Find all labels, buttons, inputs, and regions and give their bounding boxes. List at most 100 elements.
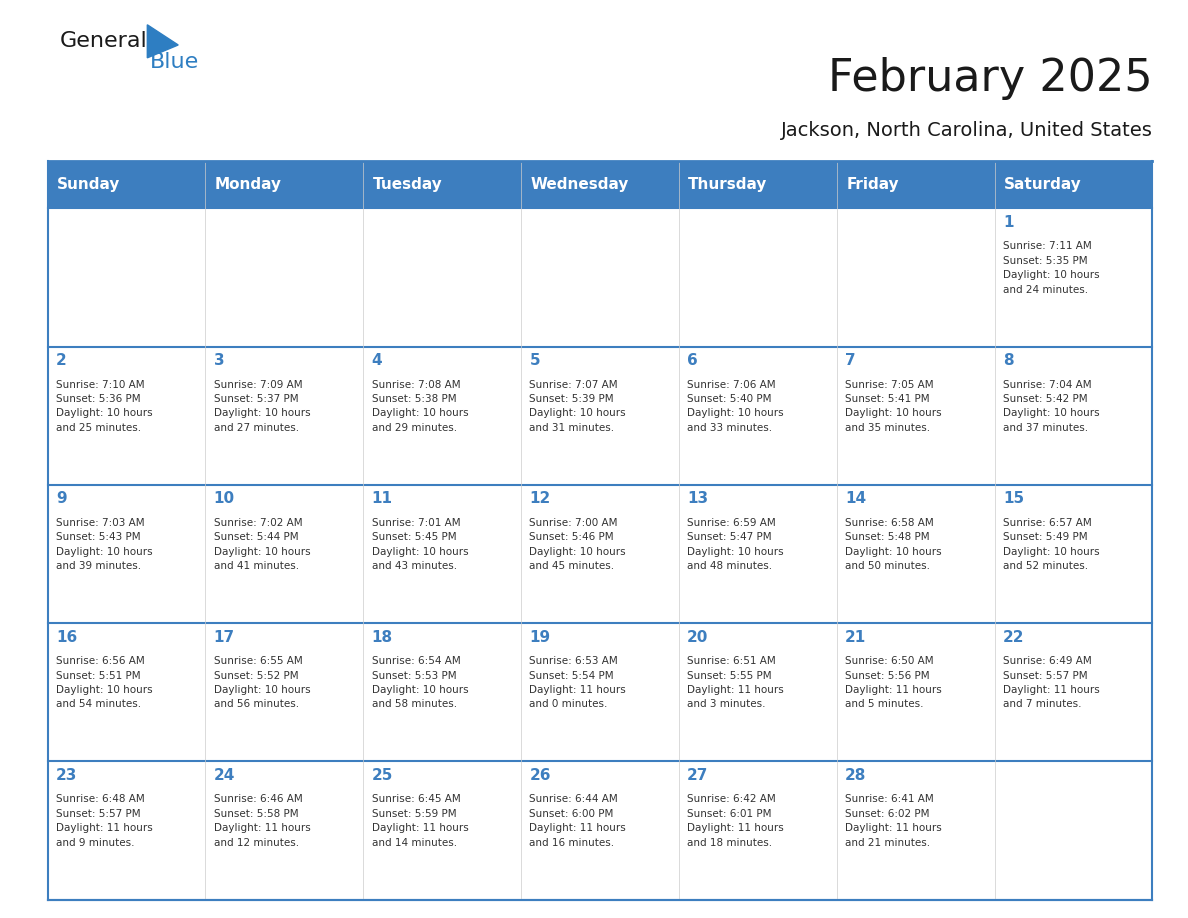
Text: 13: 13 — [687, 491, 708, 507]
Bar — [522, 761, 678, 900]
Text: 27: 27 — [687, 767, 708, 783]
Text: Sunrise: 6:54 AM
Sunset: 5:53 PM
Daylight: 10 hours
and 58 minutes.: Sunrise: 6:54 AM Sunset: 5:53 PM Dayligh… — [372, 656, 468, 710]
Text: Sunrise: 7:01 AM
Sunset: 5:45 PM
Daylight: 10 hours
and 43 minutes.: Sunrise: 7:01 AM Sunset: 5:45 PM Dayligh… — [372, 518, 468, 571]
Bar — [678, 208, 836, 347]
Bar — [522, 208, 678, 347]
Text: 25: 25 — [372, 767, 393, 783]
Bar — [364, 208, 522, 347]
Bar — [836, 208, 994, 347]
Text: 11: 11 — [372, 491, 392, 507]
Bar — [522, 347, 678, 485]
Text: February 2025: February 2025 — [828, 57, 1152, 99]
Bar — [206, 208, 364, 347]
Text: Sunrise: 6:57 AM
Sunset: 5:49 PM
Daylight: 10 hours
and 52 minutes.: Sunrise: 6:57 AM Sunset: 5:49 PM Dayligh… — [1003, 518, 1099, 571]
Bar — [678, 623, 836, 761]
Text: Sunrise: 6:55 AM
Sunset: 5:52 PM
Daylight: 10 hours
and 56 minutes.: Sunrise: 6:55 AM Sunset: 5:52 PM Dayligh… — [214, 656, 310, 710]
Bar — [364, 485, 522, 623]
Text: Sunrise: 6:49 AM
Sunset: 5:57 PM
Daylight: 11 hours
and 7 minutes.: Sunrise: 6:49 AM Sunset: 5:57 PM Dayligh… — [1003, 656, 1100, 710]
Bar — [522, 623, 678, 761]
Text: 2: 2 — [56, 353, 67, 368]
Text: Sunrise: 6:59 AM
Sunset: 5:47 PM
Daylight: 10 hours
and 48 minutes.: Sunrise: 6:59 AM Sunset: 5:47 PM Dayligh… — [687, 518, 784, 571]
Text: 26: 26 — [530, 767, 551, 783]
Bar — [48, 161, 1152, 208]
Bar — [994, 761, 1152, 900]
Bar — [994, 623, 1152, 761]
Text: Blue: Blue — [150, 52, 198, 73]
Text: Sunrise: 6:44 AM
Sunset: 6:00 PM
Daylight: 11 hours
and 16 minutes.: Sunrise: 6:44 AM Sunset: 6:00 PM Dayligh… — [530, 794, 626, 847]
Bar — [48, 208, 206, 347]
Text: 24: 24 — [214, 767, 235, 783]
Text: 7: 7 — [845, 353, 855, 368]
Text: Sunrise: 7:07 AM
Sunset: 5:39 PM
Daylight: 10 hours
and 31 minutes.: Sunrise: 7:07 AM Sunset: 5:39 PM Dayligh… — [530, 380, 626, 433]
Bar — [206, 761, 364, 900]
Text: Thursday: Thursday — [688, 177, 767, 192]
Bar — [522, 485, 678, 623]
Text: 8: 8 — [1003, 353, 1013, 368]
Text: 5: 5 — [530, 353, 541, 368]
Bar — [678, 347, 836, 485]
Bar — [836, 623, 994, 761]
Text: Sunrise: 6:46 AM
Sunset: 5:58 PM
Daylight: 11 hours
and 12 minutes.: Sunrise: 6:46 AM Sunset: 5:58 PM Dayligh… — [214, 794, 310, 847]
Bar — [364, 761, 522, 900]
Text: Sunrise: 7:08 AM
Sunset: 5:38 PM
Daylight: 10 hours
and 29 minutes.: Sunrise: 7:08 AM Sunset: 5:38 PM Dayligh… — [372, 380, 468, 433]
Text: Sunday: Sunday — [57, 177, 120, 192]
Text: Sunrise: 6:56 AM
Sunset: 5:51 PM
Daylight: 10 hours
and 54 minutes.: Sunrise: 6:56 AM Sunset: 5:51 PM Dayligh… — [56, 656, 152, 710]
Text: Sunrise: 7:10 AM
Sunset: 5:36 PM
Daylight: 10 hours
and 25 minutes.: Sunrise: 7:10 AM Sunset: 5:36 PM Dayligh… — [56, 380, 152, 433]
Text: Sunrise: 7:11 AM
Sunset: 5:35 PM
Daylight: 10 hours
and 24 minutes.: Sunrise: 7:11 AM Sunset: 5:35 PM Dayligh… — [1003, 241, 1099, 295]
Text: Sunrise: 7:09 AM
Sunset: 5:37 PM
Daylight: 10 hours
and 27 minutes.: Sunrise: 7:09 AM Sunset: 5:37 PM Dayligh… — [214, 380, 310, 433]
Text: Monday: Monday — [215, 177, 282, 192]
Polygon shape — [147, 25, 178, 58]
Bar — [994, 347, 1152, 485]
Text: 6: 6 — [687, 353, 697, 368]
Bar — [678, 485, 836, 623]
Text: 16: 16 — [56, 630, 77, 644]
Text: Sunrise: 7:06 AM
Sunset: 5:40 PM
Daylight: 10 hours
and 33 minutes.: Sunrise: 7:06 AM Sunset: 5:40 PM Dayligh… — [687, 380, 784, 433]
Bar — [48, 761, 206, 900]
Bar — [678, 761, 836, 900]
Text: 21: 21 — [845, 630, 866, 644]
Bar — [48, 485, 206, 623]
Text: Sunrise: 6:50 AM
Sunset: 5:56 PM
Daylight: 11 hours
and 5 minutes.: Sunrise: 6:50 AM Sunset: 5:56 PM Dayligh… — [845, 656, 942, 710]
Text: Jackson, North Carolina, United States: Jackson, North Carolina, United States — [781, 121, 1152, 140]
Bar — [836, 485, 994, 623]
Bar — [364, 623, 522, 761]
Text: 22: 22 — [1003, 630, 1024, 644]
Bar — [836, 761, 994, 900]
Text: 9: 9 — [56, 491, 67, 507]
Text: Sunrise: 7:03 AM
Sunset: 5:43 PM
Daylight: 10 hours
and 39 minutes.: Sunrise: 7:03 AM Sunset: 5:43 PM Dayligh… — [56, 518, 152, 571]
Bar — [994, 208, 1152, 347]
Text: 4: 4 — [372, 353, 383, 368]
Text: Saturday: Saturday — [1004, 177, 1082, 192]
Text: Sunrise: 6:58 AM
Sunset: 5:48 PM
Daylight: 10 hours
and 50 minutes.: Sunrise: 6:58 AM Sunset: 5:48 PM Dayligh… — [845, 518, 942, 571]
Text: Sunrise: 6:45 AM
Sunset: 5:59 PM
Daylight: 11 hours
and 14 minutes.: Sunrise: 6:45 AM Sunset: 5:59 PM Dayligh… — [372, 794, 468, 847]
Bar — [48, 623, 206, 761]
Text: Sunrise: 6:51 AM
Sunset: 5:55 PM
Daylight: 11 hours
and 3 minutes.: Sunrise: 6:51 AM Sunset: 5:55 PM Dayligh… — [687, 656, 784, 710]
Text: Sunrise: 6:42 AM
Sunset: 6:01 PM
Daylight: 11 hours
and 18 minutes.: Sunrise: 6:42 AM Sunset: 6:01 PM Dayligh… — [687, 794, 784, 847]
Text: General: General — [59, 31, 147, 51]
Text: 1: 1 — [1003, 215, 1013, 230]
Text: 18: 18 — [372, 630, 392, 644]
Text: Sunrise: 7:05 AM
Sunset: 5:41 PM
Daylight: 10 hours
and 35 minutes.: Sunrise: 7:05 AM Sunset: 5:41 PM Dayligh… — [845, 380, 942, 433]
Bar — [206, 623, 364, 761]
Text: Sunrise: 6:53 AM
Sunset: 5:54 PM
Daylight: 11 hours
and 0 minutes.: Sunrise: 6:53 AM Sunset: 5:54 PM Dayligh… — [530, 656, 626, 710]
Text: 10: 10 — [214, 491, 235, 507]
Text: Sunrise: 7:02 AM
Sunset: 5:44 PM
Daylight: 10 hours
and 41 minutes.: Sunrise: 7:02 AM Sunset: 5:44 PM Dayligh… — [214, 518, 310, 571]
Text: 12: 12 — [530, 491, 550, 507]
Text: 3: 3 — [214, 353, 225, 368]
Text: Friday: Friday — [846, 177, 899, 192]
Text: Sunrise: 6:48 AM
Sunset: 5:57 PM
Daylight: 11 hours
and 9 minutes.: Sunrise: 6:48 AM Sunset: 5:57 PM Dayligh… — [56, 794, 152, 847]
Text: 20: 20 — [687, 630, 708, 644]
Text: 19: 19 — [530, 630, 550, 644]
Bar — [206, 347, 364, 485]
Text: Tuesday: Tuesday — [373, 177, 442, 192]
Text: 14: 14 — [845, 491, 866, 507]
Text: Sunrise: 6:41 AM
Sunset: 6:02 PM
Daylight: 11 hours
and 21 minutes.: Sunrise: 6:41 AM Sunset: 6:02 PM Dayligh… — [845, 794, 942, 847]
Text: 23: 23 — [56, 767, 77, 783]
Bar — [994, 485, 1152, 623]
Text: Sunrise: 7:00 AM
Sunset: 5:46 PM
Daylight: 10 hours
and 45 minutes.: Sunrise: 7:00 AM Sunset: 5:46 PM Dayligh… — [530, 518, 626, 571]
Text: Wednesday: Wednesday — [531, 177, 628, 192]
Bar — [836, 347, 994, 485]
Text: Sunrise: 7:04 AM
Sunset: 5:42 PM
Daylight: 10 hours
and 37 minutes.: Sunrise: 7:04 AM Sunset: 5:42 PM Dayligh… — [1003, 380, 1099, 433]
Text: 15: 15 — [1003, 491, 1024, 507]
Text: 28: 28 — [845, 767, 866, 783]
